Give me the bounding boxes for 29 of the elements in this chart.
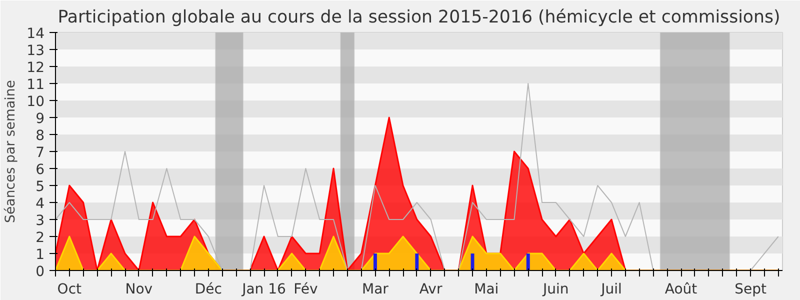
x-tick-label: Fév — [294, 282, 318, 298]
y-tick-label: 5 — [36, 179, 45, 195]
chart-title: Participation globale au cours de la session 2015-2016 (hémicycle et commissions) — [58, 8, 780, 28]
y-tick-label: 12 — [26, 60, 45, 76]
x-tick-label: Mar — [362, 282, 389, 298]
x-tick-label: Déc — [194, 282, 222, 298]
x-tick-label: Août — [664, 282, 698, 298]
x-tick-label: Jan 16 — [241, 282, 286, 298]
x-tick-label: Avr — [419, 282, 442, 298]
y-tick-label: 0 — [36, 264, 45, 280]
y-tick-label: 6 — [36, 162, 45, 178]
x-tick-label: Juil — [600, 282, 622, 298]
y-tick-label: 2 — [36, 230, 45, 246]
y-tick-label: 9 — [36, 111, 45, 127]
x-tick-label: Mai — [474, 282, 499, 298]
y-tick-label: 4 — [36, 196, 45, 212]
y-tick-label: 7 — [36, 145, 45, 161]
x-tick-label: Nov — [125, 282, 153, 298]
y-tick-label: 8 — [36, 128, 45, 144]
y-tick-label: 13 — [26, 43, 45, 59]
y-tick-label: 3 — [36, 213, 45, 229]
x-tick-label: Oct — [57, 282, 82, 298]
y-tick-label: 11 — [26, 77, 45, 93]
x-tick-label: Sept — [734, 282, 767, 298]
y-tick-label: 10 — [26, 94, 45, 110]
y-tick-label: 14 — [26, 26, 45, 42]
y-axis-title: Séances par semaine — [4, 80, 19, 223]
x-tick-label: Juin — [542, 282, 569, 298]
y-tick-label: 1 — [36, 247, 45, 263]
